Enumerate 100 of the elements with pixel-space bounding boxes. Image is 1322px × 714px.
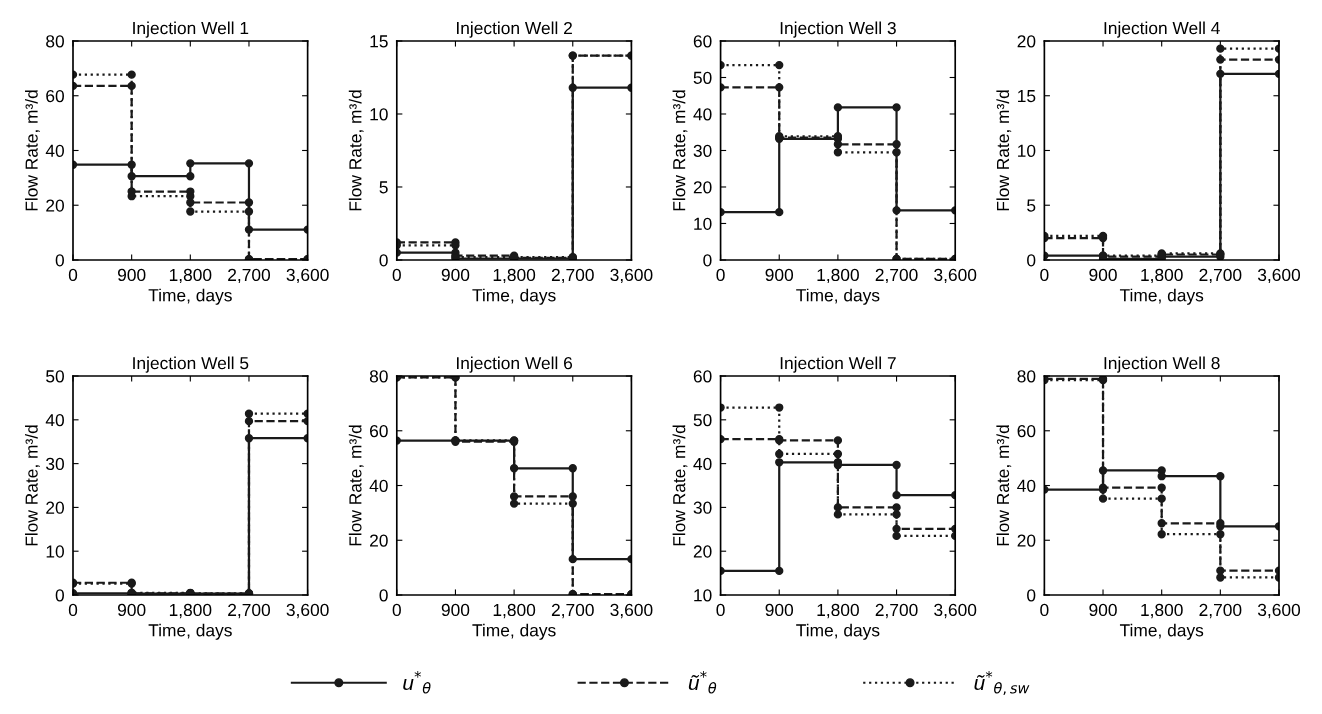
chart-title: Injection Well 5	[133, 356, 249, 373]
y-tick-label: 15	[370, 35, 388, 48]
y-tick-label: 0	[1027, 254, 1036, 267]
x-tick-label: 2,700	[228, 603, 271, 619]
y-tick-label: 40	[45, 413, 64, 427]
y-tick-label: 50	[693, 413, 712, 427]
x-tick-label: 3,600	[934, 268, 977, 284]
y-axis-title: Flow Rate, m³/d	[672, 90, 688, 211]
y-tick-label: 10	[370, 108, 388, 121]
y-tick-label: 60	[1017, 424, 1036, 438]
y-tick-label: 50	[693, 71, 712, 84]
chart-title: Injection Well 3	[780, 21, 896, 38]
legend-label: u$^{*}$$_{θ}$	[403, 671, 431, 694]
x-tick-label: 1,800	[169, 603, 212, 619]
x-tick-label: 1,800	[493, 603, 536, 619]
y-tick-label: 5	[1027, 199, 1036, 212]
y-tick-label: 60	[370, 424, 388, 438]
y-tick-label: 80	[1017, 370, 1036, 383]
y-tick-label: 20	[1017, 35, 1036, 48]
y-axis-title: Flow Rate, m³/d	[348, 90, 364, 211]
x-tick-label: 0	[392, 268, 401, 282]
x-tick-label: 0	[68, 268, 78, 282]
chart-title: Injection Well 4	[1104, 21, 1220, 38]
y-tick-label: 20	[370, 534, 388, 547]
y-tick-label: 40	[45, 144, 64, 157]
chart-title: Injection Well 2	[457, 21, 572, 38]
x-tick-label: 900	[765, 268, 794, 282]
x-tick-label: 900	[441, 603, 470, 617]
x-axis-title: Time, days	[472, 288, 556, 305]
x-tick-label: 2,700	[228, 268, 271, 284]
x-tick-label: 1,800	[817, 603, 859, 619]
y-tick-label: 60	[693, 370, 712, 383]
y-tick-label: 15	[1018, 90, 1036, 103]
x-tick-label: 2,700	[1199, 603, 1242, 619]
x-tick-label: 3,600	[610, 268, 653, 284]
x-tick-label: 2,700	[875, 268, 918, 284]
y-tick-label: 0	[379, 254, 388, 267]
x-axis-title: Time, days	[1119, 623, 1204, 640]
x-axis-title: Time, days	[148, 623, 232, 640]
x-tick-label: 900	[765, 603, 794, 617]
y-tick-label: 30	[46, 457, 64, 471]
chart-title: Injection Well 7	[780, 356, 896, 373]
y-tick-label: 10	[694, 217, 712, 230]
y-tick-label: 40	[1017, 479, 1036, 492]
x-tick-label: 1,800	[1141, 268, 1183, 284]
x-tick-label: 3,600	[286, 603, 329, 619]
x-tick-label: 1,800	[1141, 603, 1183, 619]
x-axis-title: Time, days	[472, 623, 556, 640]
y-tick-label: 60	[693, 35, 712, 48]
x-tick-label: 3,600	[1257, 603, 1301, 619]
y-tick-label: 0	[379, 589, 388, 602]
y-tick-label: 60	[46, 89, 64, 103]
x-tick-label: 3,600	[1257, 268, 1301, 284]
y-tick-label: 0	[55, 254, 64, 267]
y-tick-label: 0	[1027, 589, 1036, 602]
y-tick-label: 5	[379, 181, 388, 194]
x-tick-label: 900	[117, 603, 146, 617]
y-tick-label: 40	[693, 108, 712, 121]
y-tick-label: 80	[369, 370, 388, 383]
y-tick-label: 20	[46, 501, 64, 514]
chart-title: Injection Well 8	[1104, 356, 1220, 373]
y-tick-label: 80	[46, 35, 64, 48]
x-tick-label: 0	[392, 603, 401, 617]
x-axis-title: Time, days	[148, 288, 232, 305]
x-tick-label: 2,700	[875, 603, 918, 619]
x-tick-label: 2,700	[1199, 268, 1242, 284]
y-axis-title: Flow Rate, m³/d	[25, 425, 40, 546]
y-tick-label: 20	[46, 199, 64, 212]
y-tick-label: 30	[693, 501, 712, 514]
y-tick-label: 10	[694, 589, 712, 602]
y-axis-title: Flow Rate, m³/d	[25, 90, 40, 211]
x-tick-label: 0	[716, 268, 725, 282]
y-tick-label: 20	[693, 181, 712, 194]
x-tick-label: 3,600	[934, 603, 977, 619]
x-tick-label: 0	[68, 603, 78, 617]
y-axis-title: Flow Rate, m³/d	[996, 90, 1012, 211]
y-tick-label: 0	[703, 254, 712, 267]
legend-label: ũ$^{*}$$_{θ}$	[688, 671, 717, 694]
y-axis-title: Flow Rate, m³/d	[672, 425, 688, 546]
y-tick-label: 30	[693, 144, 712, 157]
y-tick-label: 10	[1018, 144, 1036, 157]
x-axis-title: Time, days	[796, 288, 880, 305]
y-tick-label: 20	[693, 545, 712, 558]
y-tick-label: 10	[46, 545, 64, 558]
x-axis-title: Time, days	[796, 623, 880, 640]
x-tick-label: 3,600	[286, 268, 329, 284]
x-tick-label: 3,600	[610, 603, 653, 619]
x-tick-label: 900	[441, 268, 470, 282]
y-axis-title: Flow Rate, m³/d	[348, 425, 364, 546]
y-axis-title: Flow Rate, m³/d	[996, 425, 1012, 546]
x-tick-label: 900	[117, 268, 146, 282]
x-tick-label: 0	[1040, 603, 1049, 617]
legend-label: ũ$^{*}$$_{θ,sw}$	[974, 671, 1030, 695]
x-tick-label: 1,800	[817, 268, 859, 284]
x-tick-label: 900	[1089, 268, 1117, 282]
x-tick-label: 0	[716, 603, 725, 617]
y-tick-label: 40	[693, 457, 712, 471]
x-tick-label: 900	[1089, 603, 1117, 617]
x-axis-title: Time, days	[1119, 288, 1204, 305]
chart-title: Injection Well 1	[133, 21, 249, 38]
